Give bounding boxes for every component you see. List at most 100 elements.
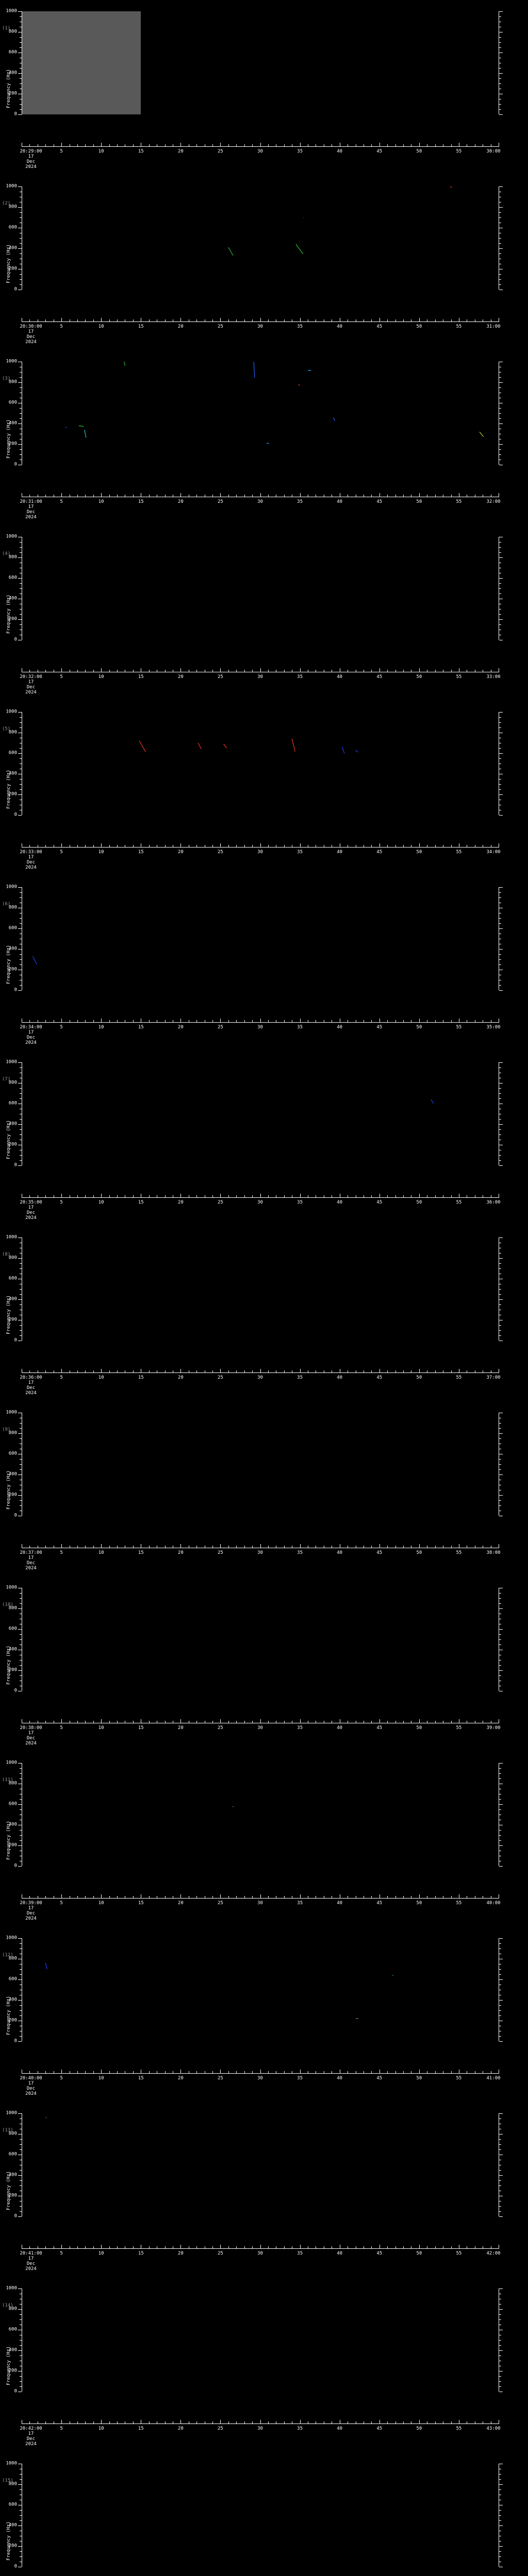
x-tick [220,2245,221,2248]
y-tick-label: 1000 [6,2461,17,2466]
y-tick [20,1289,22,1290]
x-tick [403,2071,404,2073]
date-line: 2024 [25,1741,37,1746]
whistler-trace-layer-5 [139,738,358,754]
y-tick [20,2551,22,2552]
x-tick [148,1195,150,1197]
x-tick [284,2421,285,2424]
x-tick [260,1019,261,1022]
y-tick [18,2309,22,2310]
x-tick [93,319,94,321]
x-tick-label: 55 [456,324,462,329]
x-tick [371,1546,372,1548]
x-tick-label: 30 [257,324,263,329]
date-stack-6: 17 Dec 2024 [25,1030,37,1045]
y-tick-label: 1000 [6,1935,17,1941]
y-tick [499,1665,501,1666]
y-tick [20,923,22,924]
y-tick [499,928,503,929]
x-axis-start-label-13: 20:41:00 [20,2251,42,2256]
y-tick [20,279,22,280]
y-tick [18,815,22,816]
x-tick [371,2071,372,2073]
x-tick [268,2071,269,2073]
x-tick [236,495,237,497]
y-tick-label: 600 [8,2327,17,2332]
date-stack-4: 17 Dec 2024 [25,680,37,695]
x-tick [180,318,182,321]
x-tick [61,1894,62,1898]
x-tick [220,1544,221,1548]
y-tick [499,248,503,249]
whistler-trace [232,1806,234,1807]
x-tick-label: 50 [416,1375,422,1380]
date-stack-8: 17 Dec 2024 [25,1380,37,1396]
y-tick [499,892,501,893]
whistler-trace-layer-6 [32,956,37,965]
x-tick [244,319,245,321]
x-axis-start-label-12: 20:40:00 [20,2076,42,2081]
x-tick [212,1896,213,1898]
y-tick-label: 800 [8,1080,17,1086]
x-tick [77,1195,78,1197]
x-tick [196,2421,197,2424]
x-tick [419,493,420,497]
x-tick [371,1020,372,1022]
x-tick [164,1195,166,1197]
x-tick [300,1719,301,1723]
x-tick [164,845,166,847]
x-tick [133,1020,134,1022]
y-tick [499,815,503,816]
y-tick-label: 800 [8,379,17,385]
x-tick [419,2070,420,2073]
y-tick [499,1505,501,1506]
y-tick [20,2015,22,2016]
date-line: 17 [28,1731,34,1736]
x-tick [109,2246,110,2248]
x-tick [395,2421,396,2424]
x-tick [101,1019,102,1022]
x-axis-13 [22,2248,499,2249]
x-tick [228,845,229,847]
y-tick [18,1845,22,1846]
x-tick-label: 50 [416,1200,422,1205]
x-tick-label: 45 [376,1200,383,1205]
x-tick [435,2071,436,2073]
x-tick [403,1370,404,1372]
x-tick [164,1370,166,1372]
x-tick [284,1546,285,1548]
x-tick [117,670,118,672]
x-tick [196,2071,197,2073]
y-axis-title-4: Frequency (Hz) [6,595,11,634]
x-tick [133,495,134,497]
x-tick [196,670,197,672]
y-tick-label: 200 [8,441,17,447]
x-tick [252,2071,253,2073]
x-tick [236,670,237,672]
x-tick [212,1721,213,1723]
x-axis-start-label-11: 20:39:00 [20,1901,42,1906]
x-tick [101,668,102,672]
x-tick [109,1195,110,1197]
plot-area-3 [22,362,499,465]
x-tick [419,1019,420,1022]
y-tick-label: 800 [8,2131,17,2137]
y-tick [499,552,501,553]
y-tick [499,212,501,213]
x-tick [228,2246,229,2248]
x-axis-end-label-2: 31:00 [486,324,501,329]
y-tick [20,104,22,105]
x-tick-label: 15 [138,1200,144,1205]
x-tick [196,495,197,497]
x-tick [244,670,245,672]
y-tick [20,243,22,244]
x-tick-label: 10 [98,499,104,504]
y-tick-label: 600 [8,925,17,931]
y-tick [18,1979,22,1980]
y-tick [20,377,22,378]
x-tick [109,670,110,672]
y-tick-label: 200 [8,967,17,972]
x-tick [435,144,436,146]
y-tick [20,1665,22,1666]
x-tick [300,1194,301,1197]
